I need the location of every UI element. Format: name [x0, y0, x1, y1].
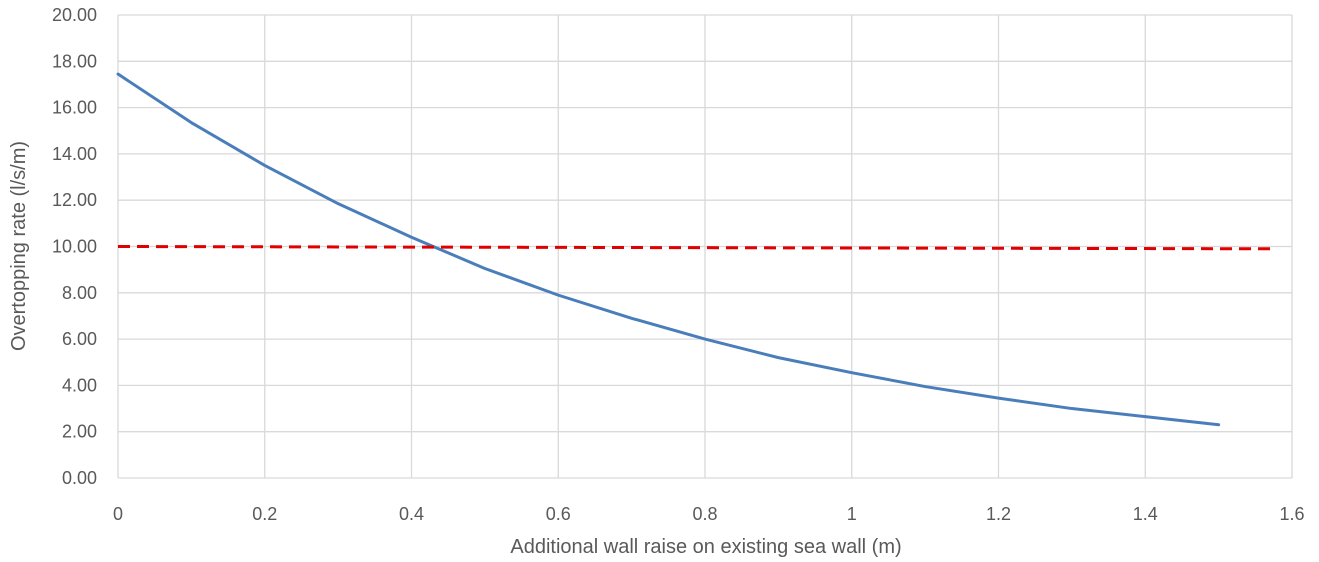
y-tick-label: 20.00: [52, 5, 97, 25]
y-tick-label: 4.00: [62, 375, 97, 395]
x-tick-label: 0.8: [692, 504, 717, 524]
x-tick-label: 0.6: [546, 504, 571, 524]
y-tick-label: 10.00: [52, 237, 97, 257]
x-tick-label: 1.2: [986, 504, 1011, 524]
y-tick-label: 18.00: [52, 51, 97, 71]
y-tick-label: 8.00: [62, 283, 97, 303]
threshold-dashed-line: [117, 245, 1270, 251]
y-tick-label: 0.00: [62, 468, 97, 488]
y-tick-label: 14.00: [52, 144, 97, 164]
x-tick-label: 0.4: [399, 504, 424, 524]
x-tick-label: 0: [113, 504, 123, 524]
y-tick-label: 2.00: [62, 422, 97, 442]
x-axis-title: Additional wall raise on existing sea wa…: [510, 536, 901, 558]
y-tick-label: 16.00: [52, 98, 97, 118]
y-axis-title: Overtopping rate (l/s/m): [8, 141, 30, 351]
x-tick-label: 1.6: [1279, 504, 1304, 524]
x-tick-label: 1: [847, 504, 857, 524]
overtopping-rate-line: [116, 72, 1221, 427]
y-tick-label: 12.00: [52, 190, 97, 210]
x-tick-label: 1.4: [1133, 504, 1158, 524]
tick-labels: 0 0.2 0.4 0.6 0.8 1 1.2 1.4 1.6 0.00 2.00 4.00 6.00 8…: [52, 5, 1305, 524]
y-tick-label: 6.00: [62, 329, 97, 349]
x-tick-label: 0.2: [252, 504, 277, 524]
series-layer: [116, 72, 1270, 427]
